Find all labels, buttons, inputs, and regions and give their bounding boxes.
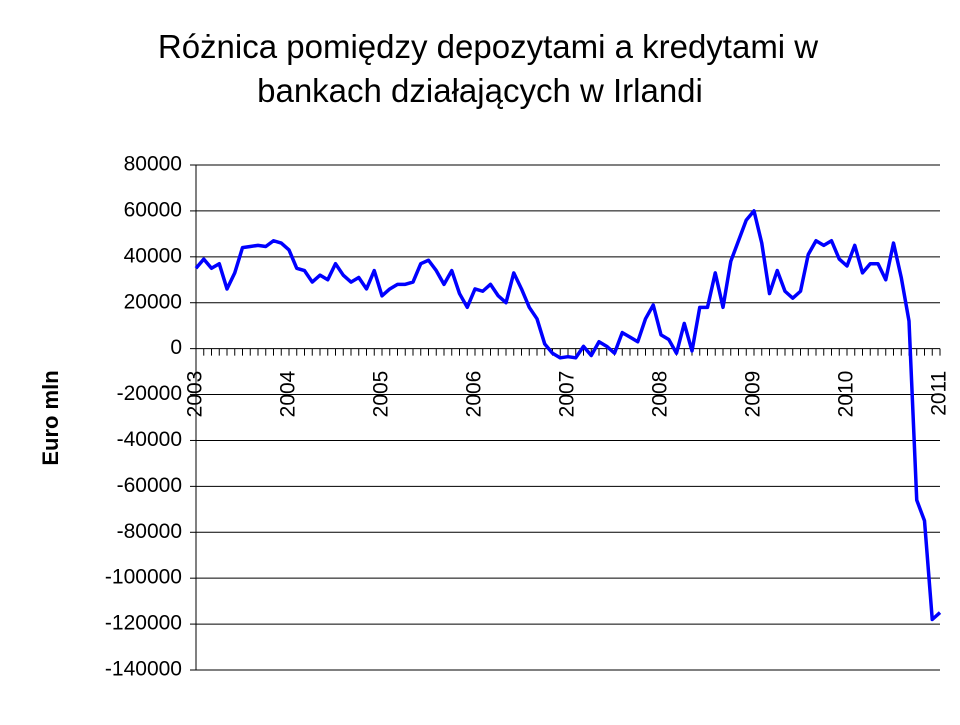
- chart-title: Różnica pomiędzy depozytami a kredytami …: [158, 28, 818, 65]
- x-tick-label: 2009: [742, 371, 765, 418]
- y-axis-label: Euro mln: [38, 370, 63, 465]
- y-tick-label: -80000: [117, 520, 182, 543]
- y-tick-label: 80000: [124, 153, 182, 176]
- x-tick-label: 2010: [835, 371, 858, 418]
- x-tick-label: 2004: [277, 370, 300, 417]
- x-tick-label: 2005: [370, 371, 393, 418]
- y-tick-label: -100000: [105, 566, 182, 589]
- y-tick-label: -40000: [117, 428, 182, 451]
- x-tick-label: 2008: [649, 371, 672, 418]
- y-tick-label: 20000: [124, 290, 182, 313]
- x-tick-label: 2011: [928, 371, 951, 416]
- data-line: [194, 209, 942, 622]
- x-tick-label: 2003: [184, 371, 207, 418]
- y-tick-label: -60000: [117, 474, 182, 497]
- y-tick-label: 60000: [124, 198, 182, 221]
- chart-title: bankach działających w Irlandi: [257, 72, 703, 109]
- y-tick-label: -20000: [117, 382, 182, 405]
- y-tick-label: 40000: [124, 244, 182, 267]
- x-tick-label: 2006: [463, 371, 486, 418]
- y-tick-label: -120000: [105, 612, 182, 635]
- y-tick-label: -140000: [105, 658, 182, 681]
- y-tick-label: 0: [170, 336, 182, 359]
- x-tick-label: 2007: [556, 371, 579, 418]
